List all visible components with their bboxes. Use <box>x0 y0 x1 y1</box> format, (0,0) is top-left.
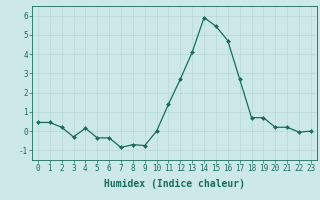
X-axis label: Humidex (Indice chaleur): Humidex (Indice chaleur) <box>104 179 245 189</box>
